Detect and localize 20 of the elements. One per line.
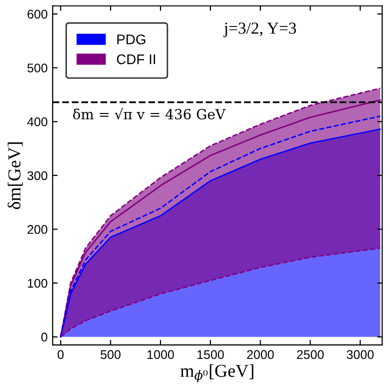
y-tick-label: 200	[28, 225, 48, 234]
y-tick-label: 300	[27, 171, 48, 180]
legend-label: PDG	[117, 34, 146, 44]
ref-line-label: δm = √π v = 436 GeV	[73, 108, 226, 120]
y-axis-title: δm[GeV]	[8, 142, 23, 210]
annotation: j=3/2, Y=3	[223, 22, 296, 38]
x-tick-label: 3000	[346, 350, 374, 360]
x-tick-label: 500	[100, 350, 121, 360]
legend-label: CDF II	[116, 54, 156, 64]
x-tick-label: 0	[58, 350, 64, 360]
x-tick-label: 1000	[148, 350, 174, 360]
x-tick-label: 2500	[297, 350, 324, 360]
y-tick-label: 100	[28, 278, 48, 288]
x-tick-label: 2000	[247, 350, 274, 360]
y-tick-label: 400	[27, 117, 48, 126]
y-tick-label: 600	[28, 10, 48, 19]
x-axis-title: m$_{ϕ⁰}$[GeV]	[180, 364, 254, 382]
y-tick-label: 0	[41, 332, 48, 342]
x-tick-label: 1500	[197, 350, 224, 360]
y-tick-label: 500	[27, 64, 48, 72]
